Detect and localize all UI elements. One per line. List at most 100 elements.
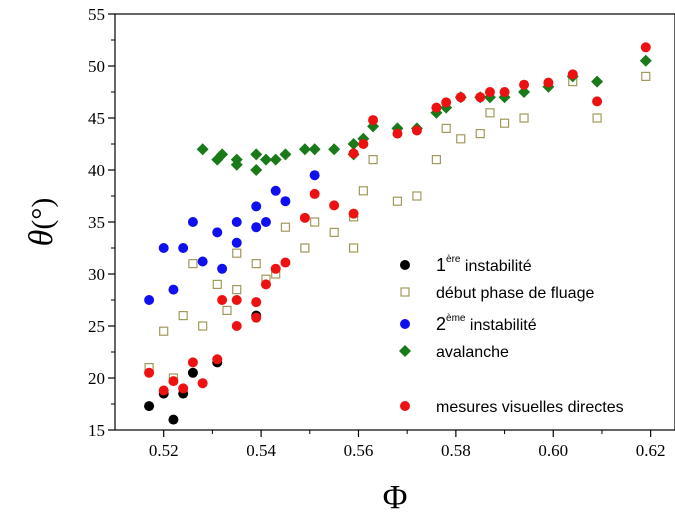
creep-onset-point (310, 217, 320, 227)
visual-measurement-point (441, 97, 452, 108)
visual-measurement-point (217, 295, 228, 305)
visual-measurement-point (178, 383, 189, 394)
creep-onset-point (592, 113, 602, 123)
visual-measurement-point (280, 257, 291, 268)
visual-measurement-point (358, 139, 369, 149)
visual-measurement-point (260, 279, 271, 290)
second-instability-point (309, 170, 320, 181)
second-instability-point (168, 284, 179, 295)
creep-onset-point (198, 321, 208, 331)
legend-marker-creep-onset (400, 287, 410, 297)
legend-marker-avalanche (399, 345, 411, 357)
x-tick-label: 0.54 (246, 441, 276, 460)
y-tick-label: 35 (88, 213, 105, 232)
second-instability-point (231, 217, 242, 227)
visual-measurement-point (348, 148, 359, 159)
legend-label-first-instability: 1ère instabilité (436, 254, 532, 275)
creep-onset-point (232, 285, 242, 295)
second-instability-point (144, 295, 155, 305)
avalanche-point (639, 54, 652, 67)
avalanche-point (308, 143, 321, 156)
legend-marker-visual-measurement (400, 401, 410, 411)
creep-onset-point (212, 279, 222, 289)
first-instability-point (187, 367, 198, 378)
avalanche-point (279, 148, 292, 161)
y-tick-label: 55 (88, 5, 105, 24)
creep-onset-point (358, 186, 368, 196)
creep-onset-point (456, 134, 466, 144)
legend-label-second-instability: 2ème instabilité (436, 313, 537, 334)
second-instability-point (197, 256, 208, 267)
creep-onset-point (300, 243, 310, 253)
y-axis-symbol: θ (23, 230, 60, 247)
second-instability-point (270, 185, 281, 196)
x-tick-label: 0.60 (538, 441, 568, 460)
y-tick-label: 25 (88, 317, 105, 336)
visual-measurement-point (251, 297, 262, 308)
second-instability-point (178, 243, 189, 253)
visual-measurement-point (484, 87, 495, 97)
legend: 1ère instabilité début phase de fluage 2èm… (399, 254, 624, 416)
visual-measurement-point (640, 42, 651, 53)
visual-measurement-point (392, 128, 403, 139)
visual-measurement-point (251, 312, 262, 323)
x-tick-label: 0.62 (636, 441, 666, 460)
creep-onset-point (641, 71, 651, 82)
avalanche-point (250, 164, 263, 176)
visual-measurement-point (299, 212, 310, 223)
creep-onset-point (329, 227, 339, 237)
avalanche-point (518, 86, 531, 98)
visual-measurement-point (197, 378, 208, 389)
visual-measurement-point (475, 92, 486, 103)
creep-onset-point (392, 196, 403, 206)
avalanche-point (591, 75, 604, 88)
first-instability-point (168, 414, 179, 425)
creep-onset-point (475, 129, 485, 139)
creep-onset-point (499, 118, 510, 128)
visual-measurement-point (158, 385, 169, 396)
visual-measurement-point (309, 188, 320, 199)
visual-measurement-point (592, 96, 603, 107)
second-instability-point (280, 196, 291, 207)
y-tick-label: 40 (88, 161, 105, 180)
creep-onset-point (222, 305, 232, 315)
first-instability-point (144, 401, 155, 412)
creep-onset-point (485, 108, 495, 118)
second-instability-point (187, 217, 198, 227)
visual-measurement-point (329, 200, 340, 211)
avalanche-point (230, 158, 243, 171)
y-tick-label: 15 (88, 421, 105, 440)
creep-onset-point (368, 155, 378, 165)
second-instability-point (251, 222, 262, 233)
x-axis-title: Φ (383, 479, 408, 515)
second-instability-point (260, 217, 271, 227)
avalanche-point (250, 148, 263, 161)
avalanche-point (216, 148, 229, 161)
visual-measurement-point (231, 295, 242, 305)
creep-onset-point (251, 259, 261, 269)
avalanche-point (269, 153, 282, 166)
avalanche-point (298, 143, 311, 156)
second-instability-point (231, 237, 242, 248)
svg-text:θ(°): θ(°) (23, 198, 60, 247)
avalanche-point (347, 138, 360, 150)
creep-onset-point (280, 222, 291, 232)
y-tick-label: 50 (88, 57, 105, 76)
visual-measurement-point (212, 354, 223, 365)
visual-measurement-point (455, 92, 466, 103)
x-axis: 0.52 0.54 0.56 0.58 0.60 0.62 (149, 430, 666, 460)
y-tick-label: 30 (88, 265, 105, 284)
visual-measurement-point (567, 69, 578, 80)
creep-onset-point (519, 113, 529, 123)
x-tick-label: 0.52 (149, 441, 179, 460)
data-points (144, 42, 652, 425)
visual-measurement-point (431, 102, 442, 113)
creep-onset-point (178, 311, 188, 321)
creep-onset-point (349, 243, 359, 253)
visual-measurement-point (231, 321, 242, 331)
visual-measurement-point (368, 115, 379, 126)
legend-label-visual-measurement: mesures visuelles directes (436, 399, 624, 416)
avalanche-point (328, 143, 341, 156)
creep-onset-point (441, 123, 451, 134)
